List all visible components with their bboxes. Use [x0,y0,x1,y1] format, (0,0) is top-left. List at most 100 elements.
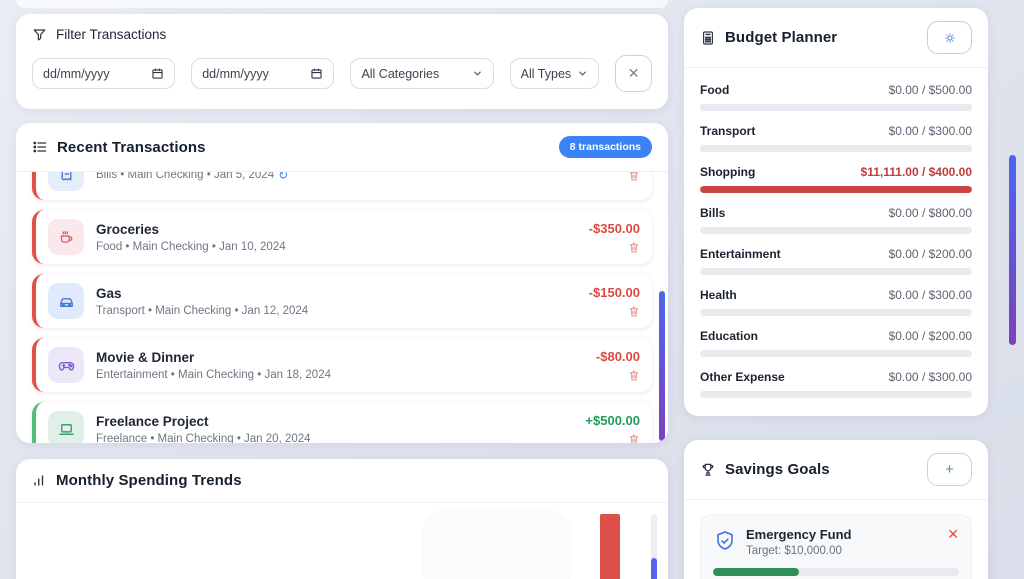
plus-icon: + [945,461,954,478]
budget-amount: $0.00 / $300.00 [888,288,972,302]
spending-trends-panel: Monthly Spending Trends [16,459,668,579]
goal-target: Target: $10,000.00 [746,545,842,557]
car-icon [48,283,84,319]
budget-progress-track [700,104,972,111]
category-select[interactable]: All Categories [350,58,494,89]
right-column: Budget Planner Food $0.00 / $500.00 Trans… [684,0,988,579]
budget-category: Other Expense [700,370,785,384]
budget-progress-track [700,227,972,234]
transaction-row[interactable]: Groceries Food • Main Checking • Jan 10,… [32,210,652,264]
budget-progress-track [700,186,972,193]
transaction-amount: -$150.00 [588,284,640,300]
chart-scrollbar-thumb[interactable] [651,558,657,579]
transaction-amount: +$500.00 [585,412,640,428]
transaction-row[interactable]: Bills • Main Checking • Jan 5, 2024 ↻ [32,172,652,200]
budget-amount: $0.00 / $200.00 [888,247,972,261]
budget-progress-track [700,391,972,398]
delete-transaction-icon[interactable] [628,241,640,254]
delete-transaction-icon[interactable] [628,433,640,443]
laptop-icon [48,411,84,443]
chart-highlight-area [422,509,572,579]
goal-progress-track [713,568,959,576]
budget-amount: $0.00 / $300.00 [888,124,972,138]
transactions-count-badge: 8 transactions [558,136,652,158]
budget-category: Entertainment [700,247,781,261]
budget-item: Other Expense $0.00 / $300.00 [700,370,972,398]
chart-scrollbar-track [651,514,657,561]
shield-check-icon [713,529,737,553]
transaction-row[interactable]: Freelance Project Freelance • Main Check… [32,402,652,443]
chevron-down-icon [577,68,588,79]
date-from-placeholder: dd/mm/yyyy [43,66,110,81]
transaction-row[interactable]: Gas Transport • Main Checking • Jan 12, … [32,274,652,328]
delete-goal-icon[interactable]: ✕ [947,526,959,542]
transaction-amount: -$80.00 [595,348,640,364]
budget-category: Transport [700,124,756,138]
budget-amount: $11,111.00 / $400.00 [860,165,972,179]
calendar-icon[interactable] [310,67,323,80]
transactions-scrollbar[interactable] [659,291,665,441]
bills-icon [48,172,84,191]
trends-title: Monthly Spending Trends [56,472,242,489]
transaction-row[interactable]: Movie & Dinner Entertainment • Main Chec… [32,338,652,392]
savings-title: Savings Goals [725,461,830,478]
transaction-title: Gas [96,285,122,301]
budget-category: Health [700,288,737,302]
budget-item: Health $0.00 / $300.00 [700,288,972,316]
budget-planner-panel: Budget Planner Food $0.00 / $500.00 Trans… [684,8,988,416]
budget-title: Budget Planner [725,29,838,46]
budget-progress-track [700,350,972,357]
budget-item: Bills $0.00 / $800.00 [700,206,972,234]
budget-progress-track [700,268,972,275]
budget-progress-track [700,145,972,152]
gamepad-icon [48,347,84,383]
gear-icon [943,31,957,45]
transaction-meta: Food • Main Checking • Jan 10, 2024 [96,240,286,253]
filter-title: Filter Transactions [56,27,167,42]
budget-progress-track [700,309,972,316]
budget-category: Shopping [700,165,756,179]
delete-transaction-icon[interactable] [628,305,640,318]
add-goal-button[interactable]: + [927,453,972,486]
bar-chart-icon [32,473,47,488]
category-selected-value: All Categories [361,66,440,81]
budget-item: Transport $0.00 / $300.00 [700,124,972,152]
transaction-meta: Transport • Main Checking • Jan 12, 2024 [96,304,309,317]
date-to-input[interactable]: dd/mm/yyyy [191,58,335,89]
budget-progress-fill [700,186,972,193]
delete-transaction-icon[interactable] [628,172,640,182]
type-select[interactable]: All Types [509,58,600,89]
calendar-icon[interactable] [151,67,164,80]
budget-item: Education $0.00 / $200.00 [700,329,972,357]
budget-category: Education [700,329,759,343]
budget-item: Food $0.00 / $500.00 [700,83,972,111]
date-to-placeholder: dd/mm/yyyy [202,66,269,81]
transactions-list[interactable]: Bills • Main Checking • Jan 5, 2024 ↻ [16,172,668,443]
list-icon [32,139,48,155]
goal-name: Emergency Fund [746,527,852,542]
transaction-title: Freelance Project [96,413,209,429]
transaction-amount: -$350.00 [588,220,640,236]
close-icon: ✕ [627,65,640,81]
delete-transaction-icon[interactable] [628,369,640,382]
transaction-meta: Freelance • Main Checking • Jan 20, 2024 [96,432,311,444]
savings-goal-card: Emergency Fund Target: $10,000.00 ✕ $3,5… [700,514,972,579]
recent-transactions-panel: Recent Transactions 8 transactions Bills… [16,123,668,443]
scrolled-card-edge [16,0,668,8]
budget-settings-button[interactable] [927,21,972,54]
savings-goals-panel: Savings Goals + Emergency Fund Target: $… [684,440,988,579]
transaction-title: Groceries [96,221,160,237]
budget-list: Food $0.00 / $500.00 Transport $0.00 / $30… [684,68,988,398]
budget-item-over-limit: Shopping $11,111.00 / $400.00 [700,165,972,193]
chart-bar-expense [600,514,620,579]
filter-panel: Filter Transactions dd/mm/yyyy dd/mm/yyy… [16,14,668,109]
left-column: Filter Transactions dd/mm/yyyy dd/mm/yyy… [16,0,668,579]
date-from-input[interactable]: dd/mm/yyyy [32,58,176,89]
transaction-meta: Bills • Main Checking • Jan 5, 2024 [96,172,275,181]
budget-category: Bills [700,206,726,220]
page-scrollbar[interactable] [1009,155,1016,345]
clear-filters-button[interactable]: ✕ [615,55,652,92]
chevron-down-icon [472,68,483,79]
type-selected-value: All Types [520,66,572,81]
